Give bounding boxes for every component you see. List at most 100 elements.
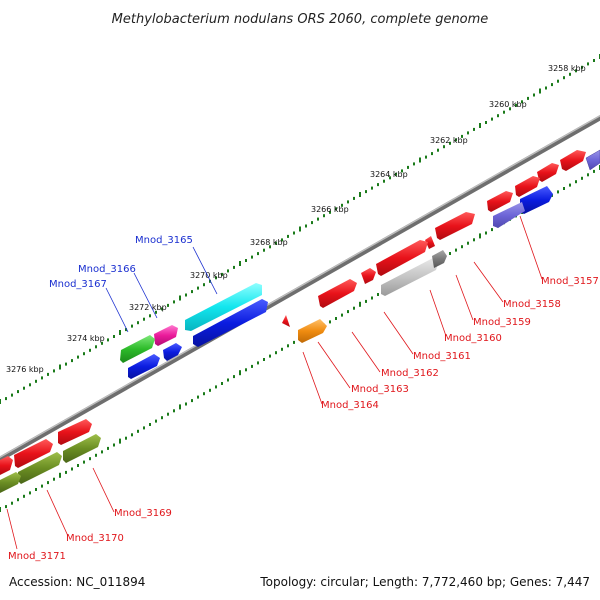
gene-label[interactable]: Mnod_3162 bbox=[381, 368, 439, 379]
gene-feature[interactable] bbox=[154, 325, 178, 346]
genome-summary: Topology: circular; Length: 7,772,460 bp… bbox=[259, 575, 590, 589]
tick-mark bbox=[371, 186, 373, 190]
gene-feature[interactable] bbox=[58, 419, 92, 445]
tick-mark bbox=[131, 324, 133, 328]
gene-feature[interactable] bbox=[282, 315, 290, 327]
tick-mark bbox=[59, 364, 61, 370]
tick-mark bbox=[149, 423, 151, 426]
gene-feature[interactable] bbox=[493, 202, 525, 228]
gene-feature[interactable] bbox=[298, 319, 327, 343]
tick-mark bbox=[17, 390, 19, 394]
gene-feature[interactable] bbox=[487, 191, 513, 212]
gene-feature[interactable] bbox=[520, 186, 553, 214]
tick-mark bbox=[41, 484, 43, 488]
tick-mark bbox=[329, 210, 331, 214]
tick-mark bbox=[227, 378, 229, 382]
gene-feature[interactable] bbox=[0, 456, 13, 475]
tick-mark bbox=[287, 234, 289, 238]
gene-feature[interactable] bbox=[18, 452, 62, 484]
tick-mark bbox=[335, 317, 337, 320]
tick-mark bbox=[491, 228, 493, 232]
tick-mark bbox=[533, 93, 535, 97]
tick-mark bbox=[119, 330, 121, 335]
tick-mark bbox=[191, 290, 193, 294]
tick-mark bbox=[47, 372, 49, 376]
gene-feature[interactable] bbox=[560, 150, 586, 171]
tick-mark bbox=[437, 148, 439, 152]
gene-feature[interactable] bbox=[435, 212, 475, 240]
tick-mark bbox=[209, 279, 211, 283]
tick-mark bbox=[29, 491, 31, 495]
tick-mark bbox=[17, 498, 19, 502]
gene-feature[interactable] bbox=[163, 343, 182, 361]
tick-mark bbox=[275, 241, 277, 245]
gene-feature[interactable] bbox=[361, 268, 376, 284]
gene-label[interactable]: Mnod_3161 bbox=[413, 351, 471, 362]
gene-label[interactable]: Mnod_3163 bbox=[351, 384, 409, 395]
gene-feature[interactable] bbox=[185, 283, 262, 331]
gene-feature[interactable] bbox=[425, 236, 435, 249]
tick-mark bbox=[77, 355, 79, 359]
tick-mark bbox=[377, 293, 379, 296]
tick-mark bbox=[551, 83, 553, 87]
tick-mark bbox=[0, 507, 1, 512]
tick-mark bbox=[173, 300, 175, 304]
tick-mark bbox=[269, 245, 271, 249]
tick-mark bbox=[185, 293, 187, 297]
tick-mark bbox=[299, 226, 301, 232]
tick-mark bbox=[215, 385, 217, 389]
gene-label[interactable]: Mnod_3165 bbox=[135, 235, 193, 246]
gene-label[interactable]: Mnod_3169 bbox=[114, 508, 172, 519]
tick-mark bbox=[383, 179, 385, 183]
scale-label: 3262 kbp bbox=[430, 136, 468, 145]
tick-mark bbox=[125, 436, 127, 440]
tick-mark bbox=[311, 221, 313, 225]
tick-mark bbox=[545, 86, 547, 90]
scale-label: 3260 kbp bbox=[489, 100, 527, 109]
gene-feature[interactable] bbox=[0, 472, 21, 493]
tick-mark bbox=[443, 145, 445, 149]
tick-mark bbox=[77, 464, 79, 467]
tick-mark bbox=[527, 96, 529, 100]
gene-feature[interactable] bbox=[193, 299, 268, 347]
tick-mark bbox=[449, 141, 451, 145]
tick-mark bbox=[197, 395, 199, 399]
gene-feature[interactable] bbox=[432, 250, 447, 268]
tick-mark bbox=[347, 310, 349, 314]
tick-mark bbox=[257, 252, 259, 256]
gene-feature[interactable] bbox=[515, 176, 540, 197]
gene-feature[interactable] bbox=[120, 335, 155, 363]
tick-mark bbox=[521, 100, 523, 104]
tick-mark bbox=[341, 203, 343, 207]
gene-feature[interactable] bbox=[537, 163, 559, 182]
gene-label[interactable]: Mnod_3166 bbox=[78, 264, 136, 275]
map-title: Methylobacterium nodulans ORS 2060, comp… bbox=[112, 12, 489, 27]
gene-label[interactable]: Mnod_3157 bbox=[541, 276, 599, 287]
gene-label[interactable]: Mnod_3164 bbox=[321, 400, 379, 411]
gene-label[interactable]: Mnod_3160 bbox=[444, 333, 502, 344]
tick-mark bbox=[65, 470, 67, 474]
gene-label[interactable]: Mnod_3171 bbox=[8, 551, 66, 562]
gene-feature[interactable] bbox=[585, 149, 600, 171]
tick-mark bbox=[125, 328, 127, 332]
tick-mark bbox=[131, 433, 133, 437]
tick-mark bbox=[557, 190, 559, 194]
tick-mark bbox=[305, 224, 307, 228]
gene-feature[interactable] bbox=[381, 258, 439, 296]
tick-mark bbox=[353, 196, 355, 200]
gene-label[interactable]: Mnod_3158 bbox=[503, 299, 561, 310]
gene-label[interactable]: Mnod_3167 bbox=[49, 279, 107, 290]
tick-mark bbox=[209, 388, 211, 392]
tick-mark bbox=[245, 368, 247, 372]
gene-label[interactable]: Mnod_3159 bbox=[473, 317, 531, 328]
gene-label[interactable]: Mnod_3170 bbox=[66, 533, 124, 544]
tick-mark bbox=[287, 344, 289, 348]
tick-mark bbox=[281, 238, 283, 242]
gene-feature[interactable] bbox=[14, 439, 53, 468]
gene-feature[interactable] bbox=[376, 240, 428, 276]
gene-feature[interactable] bbox=[63, 434, 101, 463]
tick-mark bbox=[137, 321, 139, 325]
gene-feature[interactable] bbox=[128, 354, 160, 379]
tick-mark bbox=[149, 314, 151, 318]
gene-feature[interactable] bbox=[318, 279, 357, 308]
